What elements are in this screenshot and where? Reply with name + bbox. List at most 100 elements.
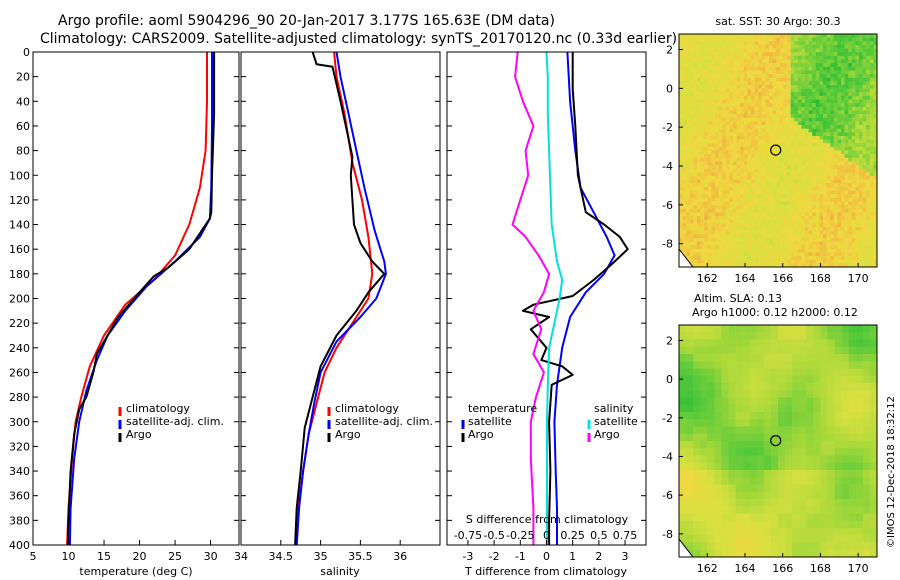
map-cell: [682, 121, 687, 126]
map-cell: [794, 70, 799, 75]
map-cell: [693, 52, 698, 57]
map-cell: [751, 128, 755, 133]
map-cell: [704, 77, 709, 82]
map-cell: [747, 234, 752, 239]
map-cell: [722, 48, 727, 53]
map-cell: [866, 106, 871, 111]
map-cell: [792, 354, 800, 362]
map-cell: [837, 66, 842, 71]
map-cell: [725, 128, 730, 133]
map-cell: [873, 121, 877, 126]
map-cell: [686, 84, 691, 89]
map-cell: [763, 477, 772, 485]
map-cell: [693, 175, 698, 180]
map-cell: [797, 165, 802, 169]
map-cell: [693, 44, 698, 49]
sst-map-frame: [678, 33, 878, 268]
map-cell: [855, 256, 860, 261]
map-cell: [806, 375, 814, 384]
map-cell: [693, 383, 701, 391]
map-cell: [806, 477, 814, 485]
map-cell: [707, 55, 712, 60]
map-cell: [693, 146, 698, 151]
map-cell: [783, 263, 788, 267]
map-cell: [806, 441, 814, 449]
map-cell: [830, 92, 835, 97]
map-cell: [841, 143, 845, 148]
map-cell: [733, 223, 737, 228]
map-cell: [787, 128, 791, 133]
map-cell: [778, 339, 786, 348]
map-cell: [841, 332, 850, 340]
map-cell: [763, 549, 772, 557]
map-cell: [686, 383, 694, 391]
map-cell: [859, 208, 863, 213]
map-cell: [794, 52, 799, 57]
map-cell: [823, 70, 827, 75]
map-cell: [679, 34, 683, 38]
map-cell: [783, 117, 788, 122]
map-cell: [761, 117, 766, 122]
map-cell: [806, 383, 814, 391]
map-cell: [855, 245, 860, 250]
map-cell: [812, 128, 817, 133]
x-tick-label: 10: [62, 550, 76, 563]
map-cell: [841, 535, 850, 543]
map-cell: [785, 513, 793, 522]
map-cell: [700, 412, 708, 420]
x-tick-label: 2: [595, 550, 602, 563]
map-cell: [869, 150, 874, 155]
map-cell: [751, 92, 755, 97]
map-cell: [797, 128, 802, 133]
map-cell: [715, 81, 719, 86]
map-cell: [862, 397, 871, 406]
map-cell: [697, 248, 701, 253]
map-cell: [862, 354, 871, 362]
map-cell: [819, 252, 824, 257]
map-cell: [873, 59, 877, 64]
map-cell: [740, 165, 745, 169]
map-cell: [700, 34, 705, 38]
map-cell: [765, 66, 770, 71]
map-cell: [756, 506, 765, 514]
map-cell: [722, 234, 727, 239]
map-cell: [700, 125, 705, 129]
map-cell: [715, 70, 719, 75]
map-cell: [693, 256, 698, 261]
map-cell: [808, 106, 813, 111]
map-cell: [721, 390, 729, 398]
map-cell: [725, 241, 730, 246]
map-cell: [866, 59, 871, 64]
map-cell: [729, 88, 734, 93]
map-cell: [805, 168, 809, 173]
map-cell: [792, 346, 800, 355]
map-cell: [714, 339, 722, 348]
map-cell: [787, 234, 791, 239]
map-cell: [859, 48, 863, 53]
map-cell: [778, 549, 786, 557]
map-cell: [859, 92, 863, 97]
map-cell: [707, 117, 712, 122]
map-cell: [733, 256, 737, 261]
map-cell: [733, 252, 737, 257]
map-cell: [823, 237, 827, 242]
map-cell: [707, 66, 712, 71]
map-cell: [733, 172, 737, 177]
map-cell: [783, 256, 788, 261]
map-cell: [830, 48, 835, 53]
map-cell: [869, 132, 874, 137]
map-cell: [848, 241, 853, 246]
map-cell: [841, 81, 845, 86]
map-cell: [689, 70, 694, 75]
map-cell: [700, 397, 708, 406]
map-cell: [801, 135, 806, 140]
map-cell: [859, 66, 863, 71]
map-cell: [714, 506, 722, 514]
map-cell: [808, 146, 813, 151]
map-cell: [806, 491, 814, 500]
map-cell: [792, 499, 800, 507]
map-cell: [823, 41, 827, 46]
map-cell: [707, 332, 715, 340]
map-cell: [827, 448, 835, 456]
map-cell: [679, 484, 687, 493]
